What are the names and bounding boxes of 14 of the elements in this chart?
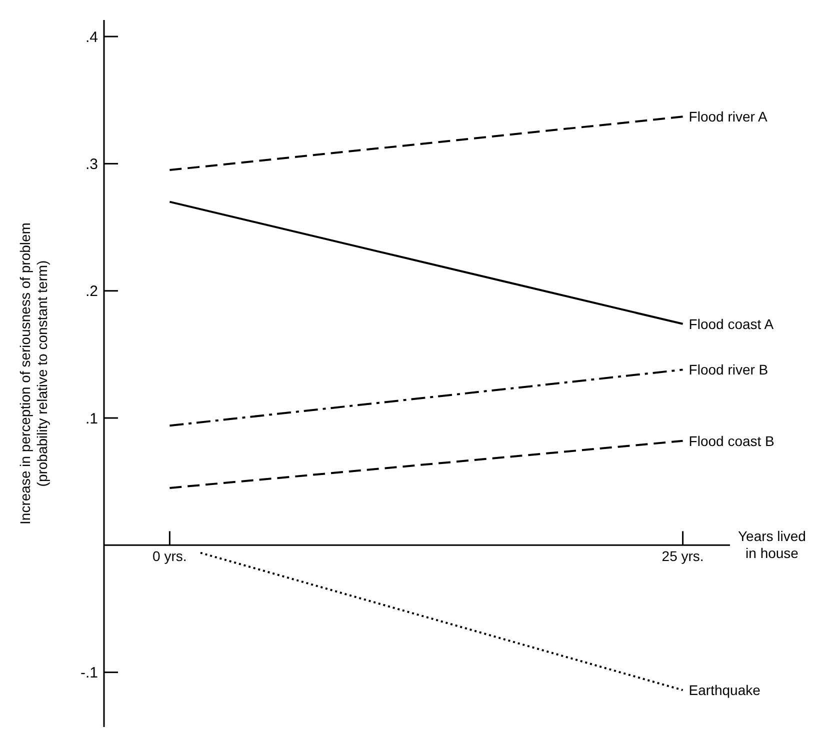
series-label: Flood coast B bbox=[688, 432, 774, 449]
series-label: Flood coast A bbox=[688, 316, 774, 332]
y-axis-title: Increase in perception of seriousness of problem (probability relative to constant term) bbox=[17, 222, 50, 524]
series-label: Flood river A bbox=[688, 108, 768, 125]
series-label: Earthquake bbox=[688, 682, 761, 698]
series-label: Flood river B bbox=[688, 362, 768, 378]
x-axis-title: Years lived in house bbox=[738, 528, 806, 562]
x-tick-label: 0 yrs. bbox=[152, 548, 187, 564]
y-tick-label: -.1 bbox=[80, 664, 98, 682]
y-tick-label: .4 bbox=[85, 28, 98, 46]
y-tick-label: .2 bbox=[85, 283, 98, 300]
y-tick-label: .1 bbox=[85, 410, 98, 428]
y-tick-label: .3 bbox=[85, 156, 98, 173]
x-tick-label: 25 yrs. bbox=[662, 548, 704, 564]
